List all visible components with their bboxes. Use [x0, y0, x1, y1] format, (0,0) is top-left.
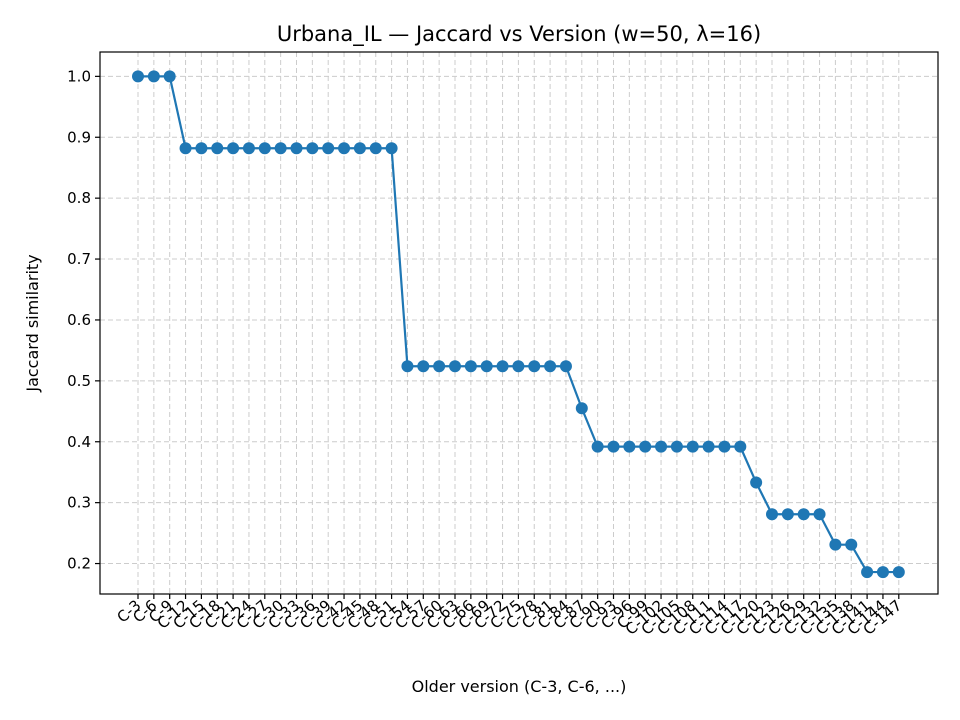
data-point — [813, 508, 826, 521]
data-point — [211, 142, 224, 155]
data-point — [242, 142, 255, 155]
data-point — [369, 142, 382, 155]
data-point — [575, 402, 588, 415]
data-point — [163, 70, 176, 83]
y-axis-label: Jaccard similarity — [23, 254, 42, 392]
data-point — [195, 142, 208, 155]
data-point — [306, 142, 319, 155]
data-point — [591, 440, 604, 453]
data-point — [528, 360, 541, 373]
data-point — [322, 142, 335, 155]
chart-title: Urbana_IL — Jaccard vs Version (w=50, λ=… — [277, 22, 761, 47]
y-tick-label: 0.8 — [67, 189, 91, 207]
y-axis: 0.2 0.3 0.4 0.5 0.6 0.7 0.8 0.9 1.0 — [67, 67, 100, 573]
y-tick-label: 0.2 — [67, 555, 91, 573]
data-point — [353, 142, 366, 155]
data-point — [559, 360, 572, 373]
data-point — [338, 142, 351, 155]
data-point — [274, 142, 287, 155]
y-tick-label: 0.5 — [67, 372, 91, 390]
y-tick-label: 0.7 — [67, 250, 91, 268]
data-point — [464, 360, 477, 373]
data-point — [449, 360, 461, 373]
y-tick-label: 0.3 — [67, 494, 91, 512]
data-point — [401, 360, 414, 373]
data-point — [258, 142, 271, 155]
data-point — [179, 142, 192, 155]
data-point — [147, 70, 160, 83]
data-point — [417, 360, 430, 373]
y-tick-label: 0.6 — [67, 311, 91, 329]
data-point — [385, 142, 398, 155]
data-point — [861, 566, 874, 579]
data-point — [639, 440, 652, 453]
data-points — [132, 70, 905, 579]
data-point — [512, 360, 525, 373]
grid-layer — [100, 52, 938, 594]
data-point — [876, 566, 889, 579]
data-point — [797, 508, 810, 521]
x-axis: C-3C-6C-9C-12C-15C-18C-21C-24C-27C-30C-3… — [114, 594, 905, 639]
data-point — [227, 142, 240, 155]
data-point — [766, 508, 778, 521]
data-point — [702, 440, 715, 453]
data-point — [433, 360, 446, 373]
data-point — [480, 360, 493, 373]
data-point — [781, 508, 794, 521]
data-point — [496, 360, 509, 373]
data-point — [607, 440, 620, 453]
data-point — [845, 538, 858, 551]
data-point — [132, 70, 144, 83]
data-point — [718, 440, 731, 453]
y-tick-label: 1.0 — [67, 67, 91, 85]
data-point — [623, 440, 636, 453]
data-point — [290, 142, 303, 155]
data-point — [686, 440, 699, 453]
data-point — [544, 360, 557, 373]
data-point — [655, 440, 668, 453]
data-point — [892, 566, 905, 579]
plot-frame — [99, 51, 939, 595]
x-axis-label: Older version (C-3, C-6, ...) — [412, 677, 627, 696]
data-point — [829, 538, 842, 551]
data-point — [750, 476, 763, 489]
y-tick-label: 0.4 — [67, 433, 91, 451]
data-point — [734, 440, 747, 453]
data-point — [670, 440, 683, 453]
y-tick-label: 0.9 — [67, 128, 91, 146]
